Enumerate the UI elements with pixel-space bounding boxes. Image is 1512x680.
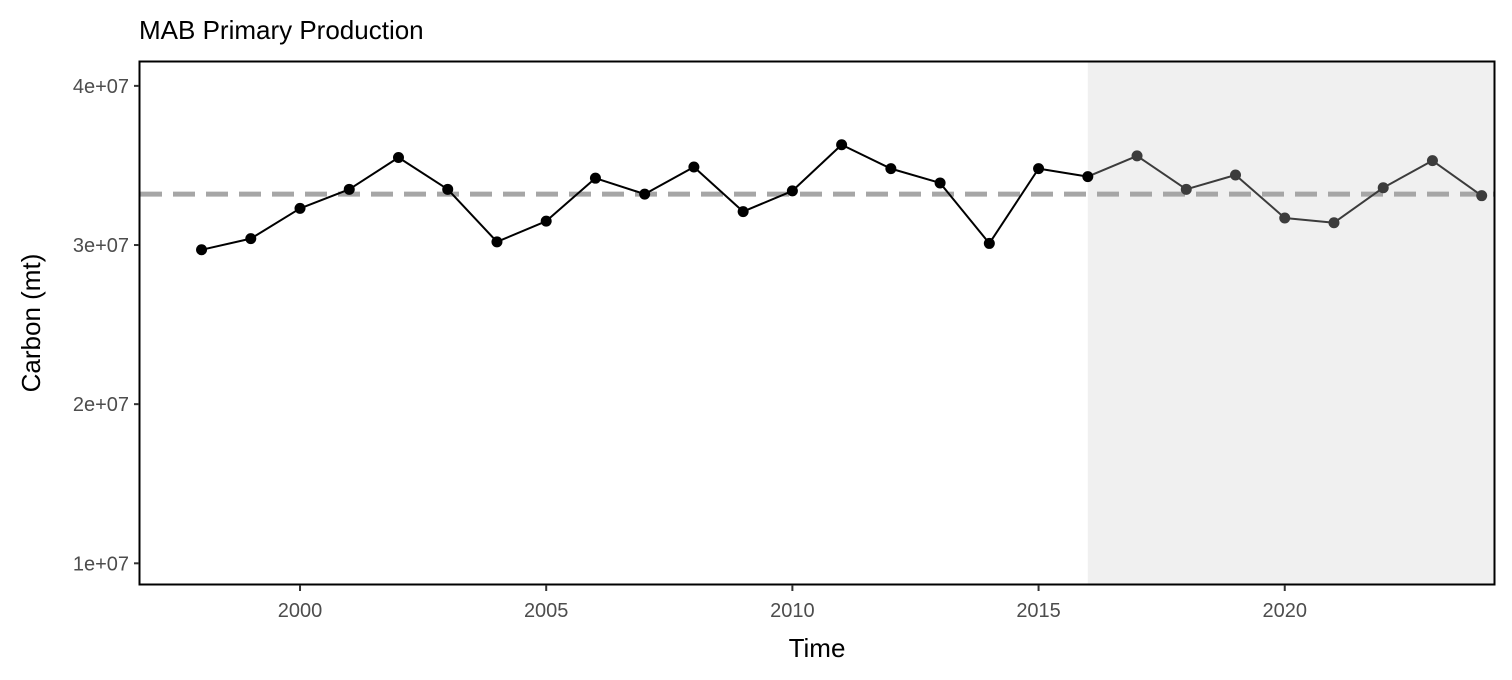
series-line-segment [595, 177, 645, 196]
data-point [1180, 183, 1192, 195]
series-line-segment [1087, 154, 1138, 178]
series-line-segment [1185, 174, 1236, 191]
series-line-segment [1382, 159, 1433, 189]
series-line-segment [446, 188, 498, 243]
data-point [196, 244, 208, 256]
x-axis-title: Time [789, 633, 846, 663]
series-line-segment [644, 166, 695, 195]
series-line-segment [939, 182, 991, 245]
data-point [737, 206, 749, 218]
data-point [885, 163, 897, 175]
y-tick-label: 2e+07 [73, 394, 129, 416]
series-line-segment [250, 207, 301, 240]
series-line-segment [1038, 167, 1088, 178]
x-tick-label: 2010 [770, 600, 815, 622]
series-line-segment [988, 168, 1040, 244]
recent-period-shading [1087, 61, 1494, 585]
data-point [934, 177, 946, 189]
y-tick-label: 1e+07 [73, 553, 129, 575]
data-point [392, 151, 404, 163]
series-line-segment [1284, 216, 1335, 224]
data-point [1230, 169, 1242, 181]
data-point [639, 188, 651, 200]
data-point [1377, 182, 1389, 194]
data-point [1033, 163, 1045, 175]
series-line-segment [791, 144, 843, 192]
series-line-segment [201, 237, 252, 251]
data-point [294, 202, 306, 214]
series-line-segment [841, 143, 892, 170]
x-tick-label: 2000 [278, 600, 323, 622]
series-line-segment [693, 166, 744, 213]
data-point [1426, 155, 1438, 167]
x-tick-label: 2005 [524, 600, 569, 622]
data-point [1279, 212, 1291, 224]
series-line-segment [496, 220, 547, 243]
series-line-segment [545, 177, 597, 222]
data-point [983, 237, 995, 249]
data-point [343, 183, 355, 195]
series-line-segment [1136, 155, 1187, 191]
data-point [442, 183, 454, 195]
data-point [589, 172, 601, 184]
series-line-segment [1431, 159, 1483, 197]
data-point [540, 215, 552, 227]
chart-title: MAB Primary Production [139, 15, 424, 45]
plot-panel-border [138, 60, 1496, 586]
data-point [491, 236, 503, 248]
data-point [1131, 150, 1143, 162]
series-line-segment [1333, 186, 1384, 224]
series-line-segment [1234, 174, 1286, 219]
data-point [836, 139, 848, 151]
series-line-segment [348, 156, 400, 191]
x-tick-label: 2020 [1262, 600, 1307, 622]
data-point [1476, 190, 1488, 202]
y-tick-label: 3e+07 [73, 235, 129, 257]
data-point [786, 185, 798, 197]
series-line-segment [742, 189, 793, 213]
x-tick-label: 2015 [1016, 600, 1061, 622]
data-point [245, 233, 257, 245]
series-line-segment [299, 188, 350, 210]
data-point [688, 161, 700, 173]
series-line-segment [397, 156, 449, 191]
y-axis-title: Carbon (mt) [16, 254, 46, 393]
data-point [1082, 171, 1094, 183]
y-tick-label: 4e+07 [73, 76, 129, 98]
series-line-segment [890, 167, 941, 184]
data-point [1328, 217, 1340, 229]
